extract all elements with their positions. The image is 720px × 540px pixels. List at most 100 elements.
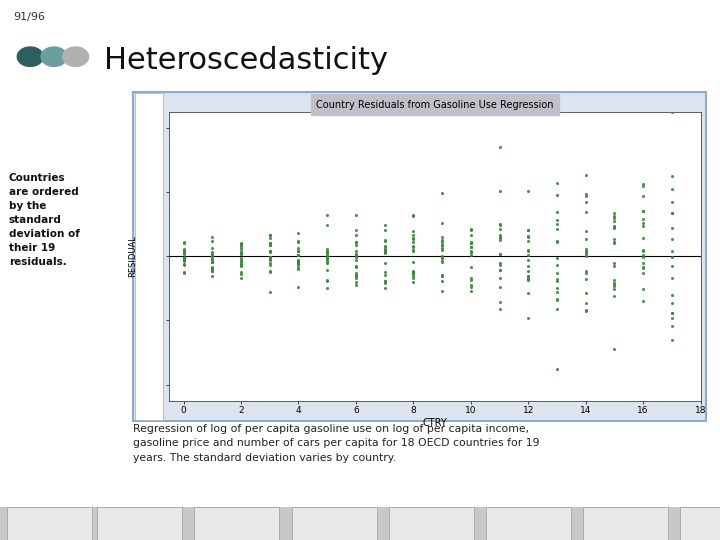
Point bbox=[436, 287, 448, 295]
Point bbox=[580, 227, 591, 235]
Point bbox=[379, 284, 390, 293]
Point bbox=[264, 247, 276, 256]
Point bbox=[293, 282, 305, 291]
Point bbox=[465, 274, 477, 282]
Point bbox=[207, 237, 218, 246]
Point bbox=[637, 253, 649, 262]
Point bbox=[321, 251, 333, 260]
Bar bbox=[680, 507, 720, 540]
Point bbox=[523, 237, 534, 245]
Point bbox=[666, 209, 678, 218]
Point bbox=[494, 298, 505, 306]
Bar bbox=[389, 507, 474, 540]
Point bbox=[608, 345, 620, 353]
Point bbox=[580, 171, 591, 180]
Point bbox=[608, 279, 620, 287]
Point bbox=[666, 309, 678, 318]
Point bbox=[436, 235, 448, 244]
Point bbox=[552, 287, 563, 296]
Point bbox=[608, 224, 620, 233]
Point bbox=[494, 225, 505, 234]
Point bbox=[207, 265, 218, 273]
Point bbox=[379, 270, 390, 279]
Point bbox=[494, 233, 505, 241]
Point bbox=[321, 254, 333, 263]
Point bbox=[321, 249, 333, 258]
Point bbox=[293, 251, 305, 259]
Point bbox=[637, 269, 649, 278]
Point bbox=[494, 305, 505, 313]
Point bbox=[523, 262, 534, 271]
Point bbox=[350, 271, 361, 279]
Point bbox=[264, 252, 276, 261]
Point bbox=[207, 233, 218, 241]
Point bbox=[580, 289, 591, 298]
Point bbox=[207, 258, 218, 266]
Point bbox=[264, 268, 276, 276]
Point bbox=[494, 265, 505, 274]
Point bbox=[436, 218, 448, 227]
Point bbox=[235, 253, 247, 262]
Point bbox=[408, 271, 419, 280]
Point bbox=[637, 247, 649, 255]
Point bbox=[552, 274, 563, 283]
Point bbox=[408, 267, 419, 276]
Point bbox=[379, 267, 390, 276]
Point bbox=[580, 306, 591, 315]
Point bbox=[264, 234, 276, 242]
Point bbox=[552, 276, 563, 285]
Point bbox=[523, 231, 534, 240]
Point bbox=[580, 299, 591, 307]
Point bbox=[235, 248, 247, 256]
Point bbox=[178, 261, 189, 269]
Point bbox=[465, 248, 477, 256]
Point bbox=[264, 231, 276, 240]
Point bbox=[552, 178, 563, 187]
Point bbox=[207, 263, 218, 272]
Point bbox=[494, 274, 505, 282]
Point bbox=[637, 207, 649, 215]
Point bbox=[436, 238, 448, 246]
Point bbox=[580, 245, 591, 253]
Point bbox=[580, 190, 591, 199]
Point bbox=[321, 258, 333, 266]
Point bbox=[666, 314, 678, 322]
Point bbox=[321, 248, 333, 256]
Point bbox=[608, 259, 620, 268]
Point bbox=[321, 253, 333, 262]
Point bbox=[379, 248, 390, 257]
Point bbox=[608, 239, 620, 247]
Point bbox=[178, 260, 189, 269]
Point bbox=[666, 321, 678, 330]
Point bbox=[207, 264, 218, 272]
Point bbox=[436, 241, 448, 249]
Point bbox=[494, 282, 505, 291]
Point bbox=[666, 336, 678, 345]
Point bbox=[637, 180, 649, 188]
Point bbox=[552, 208, 563, 217]
Point bbox=[637, 181, 649, 190]
Point bbox=[207, 250, 218, 259]
Point bbox=[350, 237, 361, 246]
Point bbox=[436, 189, 448, 198]
Point bbox=[465, 283, 477, 292]
Point bbox=[408, 235, 419, 244]
Point bbox=[293, 255, 305, 264]
Point bbox=[436, 271, 448, 279]
Title: Country Residuals from Gasoline Use Regression: Country Residuals from Gasoline Use Regr… bbox=[316, 99, 554, 110]
Point bbox=[608, 209, 620, 218]
Point bbox=[552, 254, 563, 262]
Point bbox=[494, 249, 505, 258]
Point bbox=[379, 246, 390, 255]
Point bbox=[523, 272, 534, 280]
Point bbox=[178, 256, 189, 265]
Point bbox=[436, 246, 448, 254]
Point bbox=[293, 263, 305, 272]
Point bbox=[178, 245, 189, 254]
Point bbox=[350, 274, 361, 282]
Point bbox=[350, 255, 361, 264]
Point bbox=[321, 259, 333, 268]
Point bbox=[580, 208, 591, 217]
Point bbox=[207, 266, 218, 275]
Point bbox=[523, 266, 534, 275]
